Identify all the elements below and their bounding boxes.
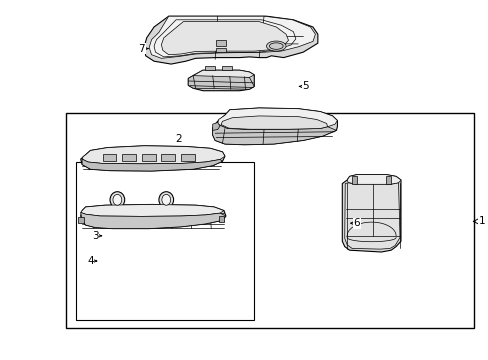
Bar	[161, 154, 175, 161]
Polygon shape	[346, 175, 400, 184]
Bar	[218, 216, 224, 222]
Ellipse shape	[159, 192, 173, 208]
Polygon shape	[161, 22, 288, 55]
Polygon shape	[81, 204, 225, 229]
Text: 5: 5	[302, 81, 308, 91]
Bar	[216, 40, 225, 46]
Text: 7: 7	[138, 44, 145, 54]
Polygon shape	[193, 70, 254, 79]
Bar	[102, 154, 116, 161]
Polygon shape	[82, 159, 222, 171]
Polygon shape	[217, 108, 337, 130]
Ellipse shape	[110, 192, 124, 208]
Polygon shape	[81, 146, 224, 171]
Bar	[351, 176, 356, 184]
Bar	[66, 113, 473, 328]
Polygon shape	[344, 183, 399, 249]
Polygon shape	[81, 204, 224, 216]
Polygon shape	[212, 108, 337, 145]
Text: 1: 1	[477, 216, 484, 226]
Bar	[142, 154, 155, 161]
Polygon shape	[188, 76, 254, 89]
Polygon shape	[221, 116, 327, 129]
Text: 4: 4	[87, 256, 94, 266]
Polygon shape	[149, 16, 315, 58]
Bar	[386, 176, 390, 184]
Polygon shape	[81, 212, 225, 229]
Polygon shape	[82, 146, 224, 164]
Polygon shape	[144, 16, 317, 64]
Bar	[181, 154, 194, 161]
Polygon shape	[342, 175, 400, 252]
Text: 2: 2	[175, 134, 182, 144]
Bar	[78, 217, 84, 223]
Polygon shape	[212, 122, 220, 130]
Text: 6: 6	[353, 218, 360, 228]
Bar	[205, 66, 215, 70]
Bar	[222, 66, 232, 70]
Bar	[122, 154, 136, 161]
Ellipse shape	[113, 194, 122, 205]
Bar	[216, 48, 225, 52]
Bar	[76, 162, 254, 320]
Text: 3: 3	[92, 231, 99, 241]
Ellipse shape	[162, 194, 170, 205]
Polygon shape	[212, 124, 336, 145]
Ellipse shape	[266, 41, 285, 51]
Polygon shape	[188, 70, 254, 91]
